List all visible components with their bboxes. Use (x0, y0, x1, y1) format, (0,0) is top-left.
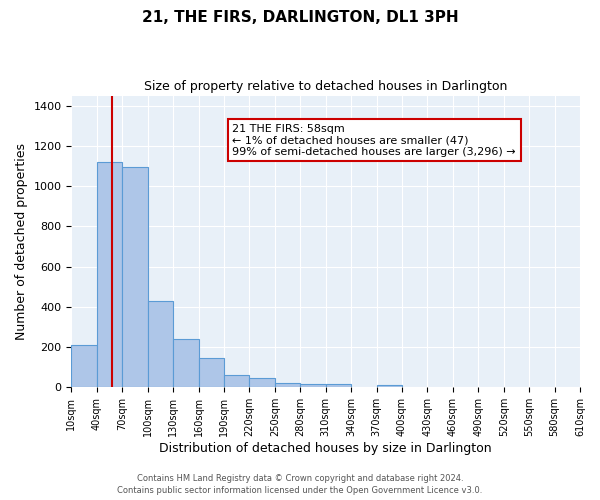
Title: Size of property relative to detached houses in Darlington: Size of property relative to detached ho… (144, 80, 508, 93)
Bar (199, 358, 224, 388)
Bar (148, 301, 173, 388)
Bar (275, 383, 300, 388)
Y-axis label: Number of detached properties: Number of detached properties (15, 143, 28, 340)
Bar (377, 385, 402, 388)
Bar (224, 376, 250, 388)
Bar (173, 339, 199, 388)
X-axis label: Distribution of detached houses by size in Darlington: Distribution of detached houses by size … (160, 442, 492, 455)
Bar (71, 345, 97, 388)
Text: 21, THE FIRS, DARLINGTON, DL1 3PH: 21, THE FIRS, DARLINGTON, DL1 3PH (142, 10, 458, 25)
Bar (300, 384, 326, 388)
Text: Contains HM Land Registry data © Crown copyright and database right 2024.
Contai: Contains HM Land Registry data © Crown c… (118, 474, 482, 495)
Bar (250, 378, 275, 388)
Bar (326, 384, 351, 388)
Bar (122, 167, 148, 388)
Text: 21 THE FIRS: 58sqm
← 1% of detached houses are smaller (47)
99% of semi-detached: 21 THE FIRS: 58sqm ← 1% of detached hous… (232, 124, 516, 157)
Bar (97, 162, 122, 388)
